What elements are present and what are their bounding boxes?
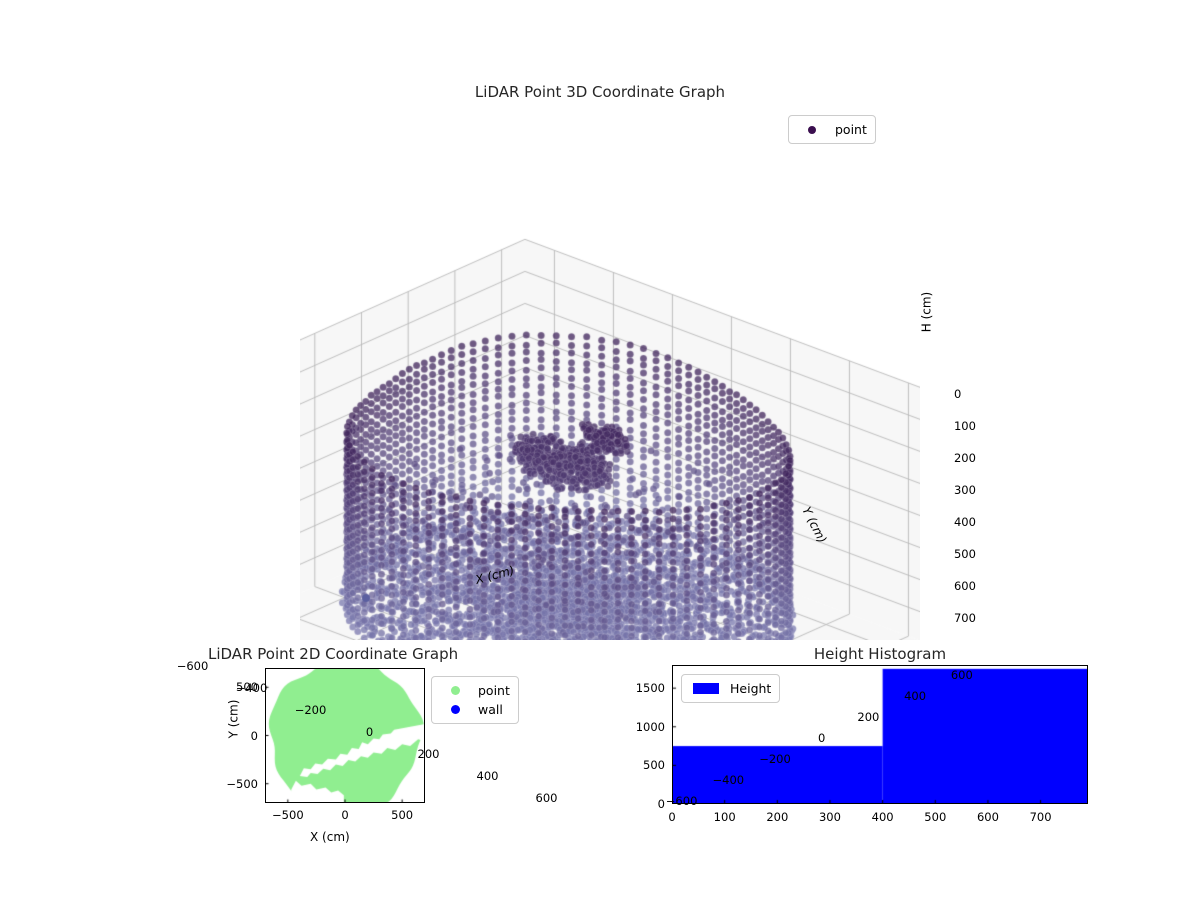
tick-x-3d: −600 (176, 658, 209, 673)
legend-2d: point wall (431, 676, 519, 724)
legend-marker-height-icon (690, 683, 722, 694)
tick-y-histogram: 500 (643, 758, 665, 773)
tick-y-3d: −400 (712, 772, 745, 787)
tick-y-histogram: 1000 (635, 719, 665, 734)
tick-z-3d: 200 (953, 451, 976, 466)
legend-item: point (440, 681, 510, 700)
legend-item: wall (440, 700, 510, 719)
tick-y-3d: −200 (759, 751, 791, 766)
tick-z-3d: 100 (953, 419, 976, 434)
tick-y-2d: 500 (236, 680, 258, 695)
tick-y-histogram: 0 (657, 797, 665, 811)
axis-label-z-3d: H (cm) (919, 291, 934, 333)
axis-label-y-2d: Y (cm) (226, 699, 241, 739)
legend-marker-point-icon (797, 125, 827, 134)
tick-x-2d: 0 (341, 808, 349, 822)
legend-histogram: Height (681, 674, 781, 703)
tick-y-3d: −600 (665, 793, 698, 808)
tick-y-histogram: 1500 (635, 681, 665, 696)
tick-z-3d: 400 (953, 515, 976, 530)
tick-z-3d: 300 (953, 483, 976, 498)
tick-x-histogram: 700 (1029, 810, 1052, 824)
tick-x-2d: 500 (391, 808, 414, 822)
tick-x-2d: −500 (272, 808, 304, 822)
legend-3d: point (788, 115, 876, 144)
tick-x-histogram: 600 (976, 810, 999, 824)
tick-x-histogram: 200 (766, 810, 789, 824)
tick-x-3d: 200 (417, 746, 440, 761)
legend-marker-wall-icon (440, 705, 470, 714)
legend-label: wall (478, 702, 503, 717)
tick-z-3d: 700 (953, 611, 976, 626)
legend-item: point (797, 120, 867, 139)
tick-x-histogram: 100 (713, 810, 736, 824)
tick-y-3d: 600 (950, 668, 973, 683)
plot-frame-histogram (672, 665, 1088, 804)
tick-x-3d: 600 (535, 791, 558, 806)
tick-y-3d: 400 (904, 689, 927, 704)
tick-y-3d: 200 (857, 710, 880, 725)
tick-z-3d: 600 (953, 579, 976, 594)
page-title-3d: LiDAR Point 3D Coordinate Graph (474, 83, 726, 101)
legend-item: Height (690, 679, 771, 698)
tick-y-2d: −500 (226, 776, 258, 791)
tick-x-histogram: 0 (668, 810, 676, 824)
tick-x-histogram: 400 (871, 810, 894, 824)
page-title-2d: LiDAR Point 2D Coordinate Graph (208, 645, 459, 663)
tick-x-3d: −400 (235, 680, 268, 695)
plot-frame-2d (265, 668, 425, 803)
tick-y-2d: 0 (250, 728, 258, 743)
page-title-histogram: Height Histogram (813, 645, 947, 663)
tick-z-3d: 0 (953, 387, 962, 402)
tick-y-3d: 0 (818, 731, 826, 746)
lidar-2d-plot (265, 668, 425, 803)
legend-label: Height (730, 681, 772, 696)
lidar-3d-plot (300, 140, 920, 640)
legend-marker-point-icon (440, 686, 470, 695)
tick-x-3d: −200 (294, 702, 327, 717)
tick-x-3d: 400 (476, 769, 499, 784)
tick-x-3d: 0 (365, 724, 374, 739)
tick-z-3d: 500 (953, 547, 976, 562)
tick-x-histogram: 500 (924, 810, 947, 824)
tick-x-histogram: 300 (818, 810, 841, 824)
axis-label-x-2d: X (cm) (310, 830, 350, 844)
legend-label: point (835, 122, 867, 137)
legend-label: point (478, 683, 510, 698)
